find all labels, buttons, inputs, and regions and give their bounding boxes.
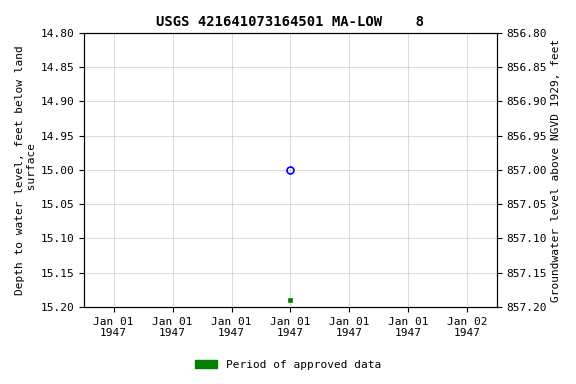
Y-axis label: Depth to water level, feet below land
 surface: Depth to water level, feet below land su… xyxy=(15,45,37,295)
Legend: Period of approved data: Period of approved data xyxy=(191,356,385,375)
Y-axis label: Groundwater level above NGVD 1929, feet: Groundwater level above NGVD 1929, feet xyxy=(551,38,561,301)
Title: USGS 421641073164501 MA-LOW    8: USGS 421641073164501 MA-LOW 8 xyxy=(157,15,425,29)
